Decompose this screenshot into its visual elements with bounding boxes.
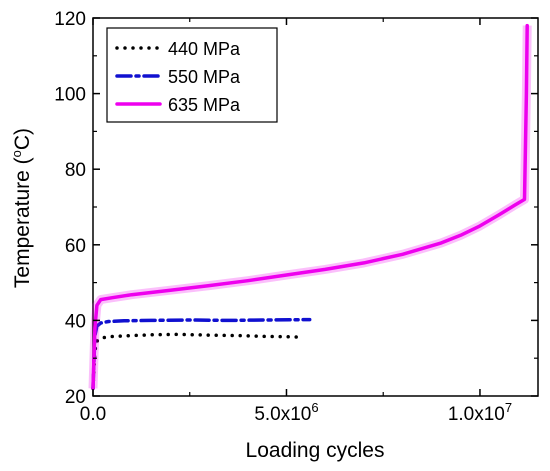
series-line	[91, 332, 300, 391]
y-axis-title: Temperature (oC)	[9, 128, 34, 288]
x-axis-title: Loading cycles	[246, 439, 385, 462]
x-tick-label: 1.0x107	[448, 400, 512, 425]
y-tick-label: 20	[65, 387, 86, 408]
axes-layer: 20 40 60 80 100 120 0.0 5.0x106 1.0x107	[54, 9, 538, 425]
legend-label: 440 MPa	[168, 39, 241, 59]
legend-label: 635 MPa	[168, 95, 241, 115]
legend-label: 550 MPa	[168, 67, 241, 87]
legend: 440 MPa 550 MPa 635 MPa	[106, 27, 278, 123]
y-tick-label: 60	[65, 236, 86, 257]
series-line	[91, 317, 312, 391]
y-tick-label: 100	[54, 85, 86, 106]
y-tick-label: 40	[65, 311, 86, 332]
series-line	[91, 23, 529, 391]
x-tick-label: 5.0x106	[254, 400, 318, 425]
y-axis-title-end: C)	[11, 128, 34, 150]
x-tick-label: 0.0	[80, 404, 106, 425]
y-tick-label: 120	[54, 9, 86, 30]
series-layer	[88, 23, 532, 391]
y-axis-title-main: Temperature (	[11, 157, 34, 288]
y-axis-title-degree: o	[9, 150, 24, 157]
y-tick-label: 80	[65, 160, 86, 181]
